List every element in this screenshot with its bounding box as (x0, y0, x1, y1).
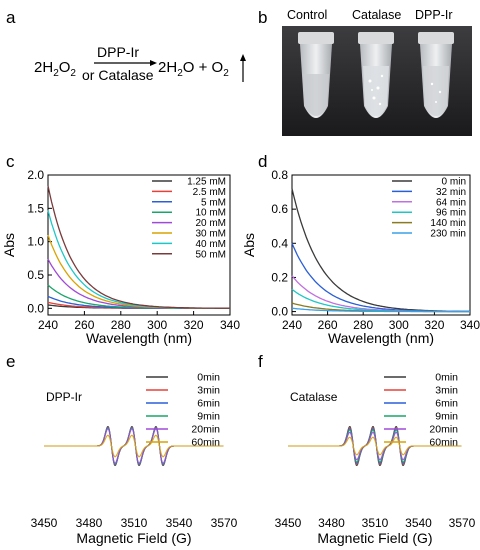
legend-label: 3min (435, 385, 458, 397)
product-text: 2H2O + O2 (158, 59, 229, 79)
panel-letter-c: c (6, 152, 15, 171)
x-axis-label: Magnetic Field (G) (76, 530, 191, 546)
panel-letter-b: b (258, 8, 268, 27)
legend-label: 60min (191, 437, 220, 449)
x-tick-label: 3510 (121, 516, 148, 530)
y-tick-label: 0.5 (27, 268, 44, 282)
sample-label: Catalase (290, 390, 338, 404)
legend-label: 40 mM (195, 239, 226, 250)
series-line (291, 243, 471, 313)
photo-label-dpp-ir: DPP-Ir (415, 8, 453, 22)
y-tick-label: 1.0 (27, 235, 44, 249)
y-tick-label: 1.5 (27, 201, 44, 215)
x-tick-label: 280 (111, 318, 131, 332)
panel-letter-d: d (258, 152, 268, 171)
catalyst-top-label: DPP-Ir (97, 44, 139, 60)
legend-label: 0min (435, 372, 458, 384)
x-tick-label: 340 (460, 318, 480, 332)
panel-letter-f: f (258, 352, 263, 371)
y-tick-label: 0.0 (271, 305, 288, 319)
sample-label: DPP-Ir (46, 390, 82, 404)
x-tick-label: 3540 (405, 516, 432, 530)
legend-label: 9min (197, 411, 220, 423)
legend-label: 9min (435, 411, 458, 423)
legend-label: 96 min (436, 208, 466, 219)
series-line (47, 185, 230, 309)
legend-label: 5 mM (201, 197, 226, 208)
legend-label: 140 min (430, 218, 466, 229)
y-tick-label: 0.4 (271, 236, 288, 250)
panel-letter-a: a (6, 8, 16, 27)
y-tick-label: 0.2 (271, 270, 288, 284)
reaction-arrow-head (150, 60, 157, 66)
x-tick-label: 3450 (31, 516, 58, 530)
legend-label: 6min (435, 398, 458, 410)
legend-label: 20 mM (195, 218, 226, 229)
legend-label: 64 min (436, 197, 466, 208)
photo-label-catalase: Catalase (352, 8, 402, 22)
x-tick-label: 3570 (449, 516, 476, 530)
series-line (288, 436, 462, 456)
x-tick-label: 320 (424, 318, 444, 332)
x-tick-label: 300 (147, 318, 167, 332)
x-tick-label: 260 (318, 318, 338, 332)
x-tick-label: 3510 (362, 516, 389, 530)
legend-label: 20min (191, 424, 220, 436)
panel-letter-e: e (6, 352, 16, 371)
plot-frame (47, 174, 231, 316)
x-axis-label: Wavelength (nm) (86, 330, 192, 346)
x-tick-label: 300 (389, 318, 409, 332)
x-tick-label: 280 (353, 318, 373, 332)
legend-label: 0 min (442, 177, 466, 188)
photo-labels: Control Catalase DPP-Ir (282, 8, 472, 24)
legend-label: 6min (197, 398, 220, 410)
x-axis-label: Wavelength (nm) (328, 330, 434, 346)
plot-frame (291, 174, 471, 316)
x-tick-label: 340 (220, 318, 240, 332)
chart-f: 3450 3480 3510 3540 3570 Magnetic Field (G) Ca… (275, 372, 476, 547)
y-axis-label: Abs (1, 233, 17, 257)
x-tick-label: 3480 (76, 516, 103, 530)
chart-e: 3450 3480 3510 3540 3570 Magnetic Field (G) DP… (31, 372, 238, 547)
chart-c: 240 260 280 300 320 340 0.0 0.5 1.0 1.5 2.0 Wavelen… (1, 168, 240, 346)
y-tick-label: 0.0 (27, 301, 44, 315)
legend-label: 50 mM (195, 249, 226, 260)
legend-label: 0min (197, 372, 220, 384)
series-line (291, 307, 470, 313)
x-tick-label: 320 (184, 318, 204, 332)
y-tick-label: 2.0 (27, 168, 44, 182)
series-line (44, 434, 224, 458)
x-tick-label: 3480 (318, 516, 345, 530)
x-tick-label: 3450 (275, 516, 302, 530)
legend-label: 2.5 mM (193, 187, 226, 198)
legend-label: 1.25 mM (187, 177, 226, 188)
legend-label: 60min (429, 437, 458, 449)
y-tick-label: 0.6 (271, 202, 288, 216)
tube-control (298, 32, 334, 118)
photo-label-control: Control (287, 8, 328, 22)
x-axis-label: Magnetic Field (G) (317, 530, 432, 546)
x-tick-label: 3540 (166, 516, 193, 530)
reactant-text: 2H2O2 (34, 59, 76, 79)
tube-dpp-ir (418, 32, 454, 118)
legend-label: 32 min (436, 187, 466, 198)
y-axis-label: Abs (241, 233, 257, 257)
tubes-photo (282, 26, 472, 136)
catalyst-bottom-label: or Catalase (82, 67, 154, 83)
chart-d: 240 260 280 300 320 340 0.0 0.2 0.4 0.6 0.8 Wavelen… (241, 168, 480, 346)
legend-label: 10 mM (195, 208, 226, 219)
y-tick-label: 0.8 (271, 168, 288, 182)
reaction-scheme: 2H2O2 DPP-Ir or Catalase 2H2O + O2 (34, 44, 246, 83)
legend-label: 3min (197, 385, 220, 397)
legend-label: 20min (429, 424, 458, 436)
x-tick-label: 3570 (211, 516, 238, 530)
legend-label: 230 min (430, 229, 466, 240)
x-tick-label: 240 (282, 318, 302, 332)
legend-label: 30 mM (195, 229, 226, 240)
gas-arrow-head (240, 54, 246, 61)
tube-catalase (358, 32, 394, 118)
x-tick-label: 240 (38, 318, 58, 332)
x-tick-label: 260 (74, 318, 94, 332)
